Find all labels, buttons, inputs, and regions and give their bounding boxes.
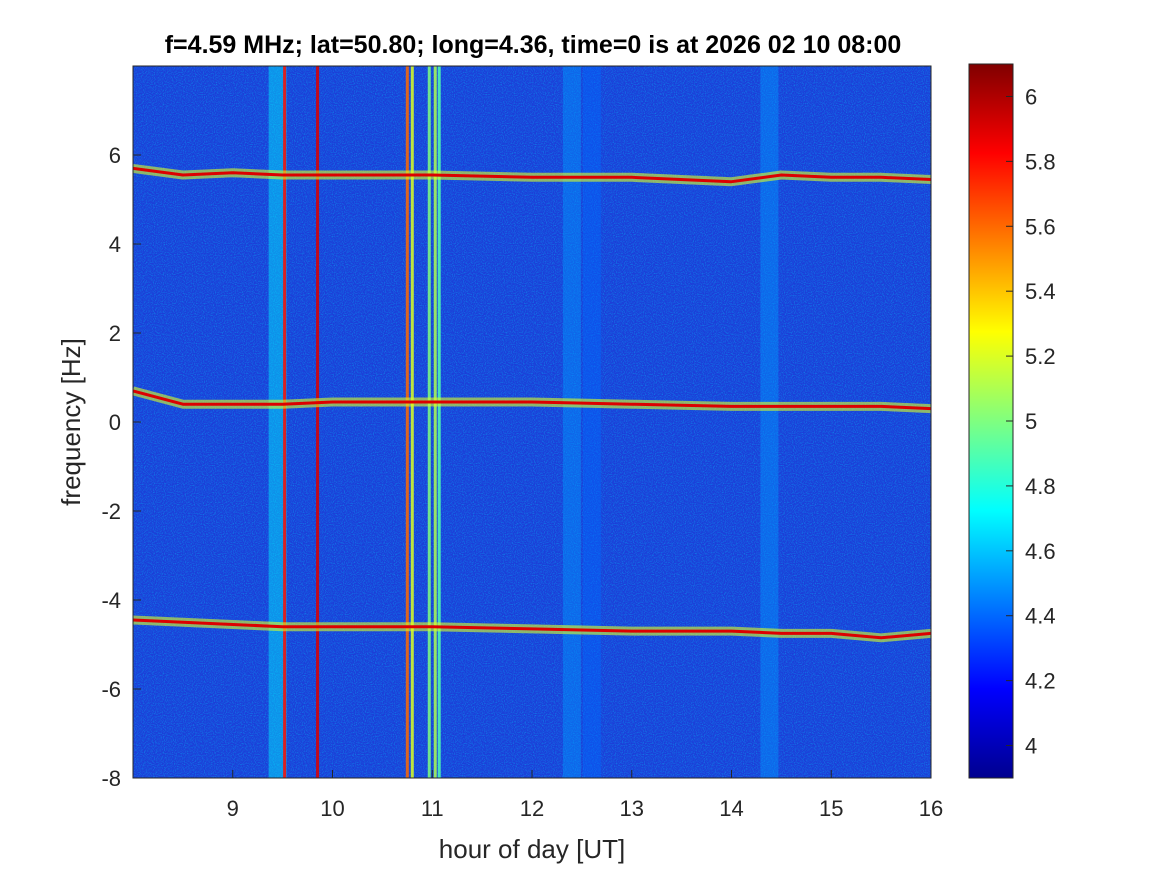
doppler-trace [133, 618, 931, 640]
doppler-trace [133, 389, 931, 411]
doppler-trace [133, 166, 931, 184]
colorbar-tick-label: 5.4 [1025, 279, 1056, 304]
y-tick-label: -8 [101, 766, 121, 791]
x-axis: 9 10 11 12 13 14 15 16 [227, 770, 943, 821]
chart-title: f=4.59 MHz; lat=50.80; long=4.36, time=0… [165, 31, 902, 59]
colorbar-tick-label: 4.4 [1025, 604, 1056, 629]
x-tick-label: 9 [227, 796, 239, 821]
colorbar-tick-label: 4 [1025, 734, 1037, 759]
noise-overlay [133, 66, 931, 778]
x-tick-label: 13 [620, 796, 644, 821]
interference-column [410, 66, 414, 778]
colorbar-tick-label: 4.8 [1025, 474, 1056, 499]
colorbar-tick-label: 4.2 [1025, 669, 1056, 694]
interference-column [582, 66, 601, 778]
y-tick-label: 0 [109, 410, 121, 435]
x-tick-label: 10 [320, 796, 344, 821]
interference-column [437, 66, 441, 778]
interference-column [405, 66, 409, 778]
x-tick-label: 12 [520, 796, 544, 821]
x-tick-label: 11 [421, 796, 444, 821]
x-tick-label: 16 [919, 796, 943, 821]
interference-column [562, 66, 581, 778]
colorbar-tick-label: 5 [1025, 409, 1037, 434]
plot-area [133, 66, 931, 778]
colorbar-gradient [968, 63, 1014, 779]
interference-column [316, 66, 320, 778]
y-tick-label: -4 [101, 588, 121, 613]
colorbar-tick-label: 5.6 [1025, 214, 1056, 239]
interference-column [760, 66, 779, 778]
y-tick-label: 6 [109, 143, 121, 168]
y-tick-label: -6 [101, 677, 121, 702]
y-tick-label: -2 [101, 499, 121, 524]
interference-column [268, 66, 287, 778]
colorbar-tick-label: 4.6 [1025, 539, 1056, 564]
y-axis-label: frequency [Hz] [56, 338, 86, 506]
interference-column [427, 66, 431, 778]
y-tick-label: 4 [109, 232, 121, 257]
x-tick-label: 14 [719, 796, 743, 821]
y-tick-label: 2 [109, 321, 121, 346]
interference-column [283, 66, 287, 778]
x-tick-label: 15 [819, 796, 843, 821]
interference-column [433, 66, 437, 778]
y-axis: -8 -6 -4 -2 0 2 4 6 [101, 143, 141, 791]
colorbar-tick-label: 5.8 [1025, 149, 1056, 174]
colorbar-tick-label: 5.2 [1025, 344, 1056, 369]
colorbar: 4 4.2 4.4 4.6 4.8 5 5.2 5.4 5.6 5.8 6 [968, 63, 1056, 779]
x-axis-label: hour of day [UT] [439, 834, 625, 864]
colorbar-tick-label: 6 [1025, 84, 1037, 109]
